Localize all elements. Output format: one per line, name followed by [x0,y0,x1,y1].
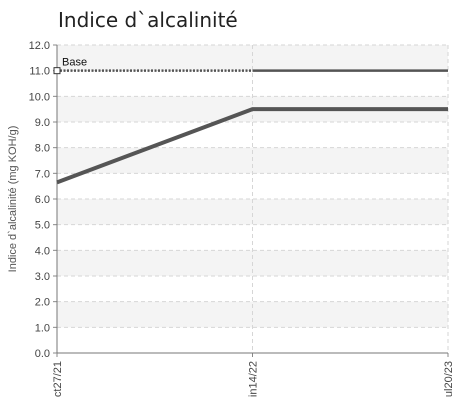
reference-line-label: Base [62,57,87,69]
y-tick-label: 3.0 [35,271,50,283]
y-tick-label: 12.0 [29,40,50,52]
y-tick-label: 0.0 [35,348,50,360]
y-tick-label: 10.0 [29,91,50,103]
reference-marker [53,67,61,75]
y-axis-label: Indice d`alcalinité (mg KOH/g) [7,126,19,273]
y-tick-label: 5.0 [35,220,50,232]
y-tick-label: 9.0 [35,117,50,129]
y-tick-label: 2.0 [35,297,50,309]
y-tick-label: 4.0 [35,245,50,257]
y-tick-label: 7.0 [35,168,50,180]
y-tick-label: 1.0 [35,322,50,334]
x-tick-label: in14/22 [248,361,260,397]
y-tick-label: 8.0 [35,143,50,155]
y-tick-label: 11.0 [29,66,50,78]
y-tick-label: 6.0 [35,194,50,206]
chart-title: Indice d`alcalinité [58,8,238,32]
x-tick-label: ct27/21 [52,361,64,397]
x-tick-label: ul20/23 [443,361,455,397]
